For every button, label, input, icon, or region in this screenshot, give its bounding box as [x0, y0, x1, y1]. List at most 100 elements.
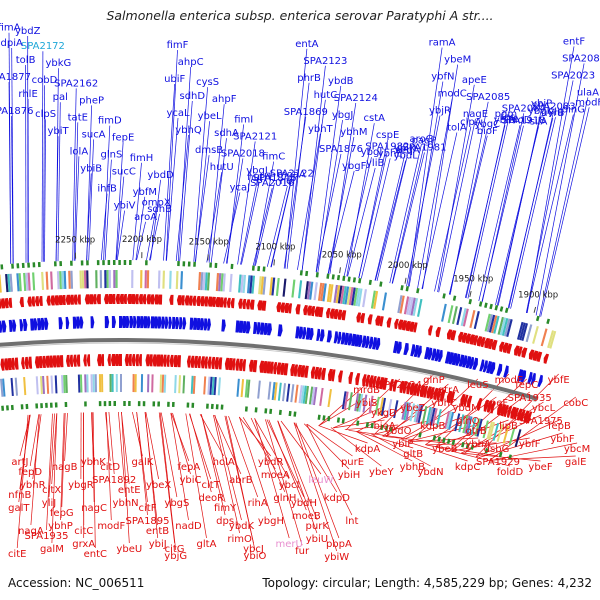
gene-label: ybdO [385, 426, 412, 437]
green-feature-mark [315, 272, 319, 278]
gene-label: SPA1975 [519, 416, 563, 427]
gene-label: nagE [463, 109, 488, 120]
gene-label: galT [8, 503, 30, 514]
gene-label: fimY [214, 503, 237, 514]
reverse-feature-arrow [27, 356, 33, 369]
gene-label: ybeU [116, 544, 142, 555]
colored-feature-block [320, 283, 325, 302]
gene-label: ybfF [519, 439, 541, 450]
reverse-feature-arrow [153, 294, 159, 305]
reverse-feature-arrow [337, 309, 343, 320]
reverse-feature-arrow [159, 354, 164, 367]
gene-label: ybfN [431, 72, 454, 83]
colored-feature-block [209, 376, 213, 395]
colored-feature-block [286, 383, 291, 402]
colored-feature-block [115, 270, 118, 289]
reverse-feature-arrow [333, 309, 339, 320]
label-connector-line [121, 411, 130, 485]
colored-feature-block [397, 295, 403, 314]
reverse-feature-arrow [310, 305, 316, 317]
green-feature-mark [461, 442, 465, 448]
gene-label: ybiH [338, 470, 361, 481]
colored-feature-block [343, 391, 349, 410]
gene-label: ybhN [113, 498, 139, 509]
colored-feature-block [294, 384, 299, 403]
reverse-feature-arrow [465, 333, 471, 344]
label-connector-line [116, 210, 125, 261]
reverse-feature-arrow [433, 387, 439, 401]
colored-feature-block [401, 401, 407, 420]
forward-feature-arrow [437, 349, 443, 363]
gene-label: dmsB [195, 145, 223, 156]
label-connector-line [238, 416, 271, 457]
label-connector-line [301, 99, 326, 271]
green-feature-mark [442, 293, 446, 299]
green-feature-mark [347, 276, 351, 282]
label-connector-line [434, 126, 472, 292]
reverse-feature-arrow [57, 295, 63, 306]
reverse-feature-arrow [8, 297, 13, 308]
colored-feature-block [413, 404, 420, 423]
colored-feature-block [492, 423, 500, 441]
green-feature-mark [342, 275, 346, 282]
gene-label: ybeZ [400, 403, 425, 414]
label-connector-line [73, 122, 79, 261]
label-connector-line [490, 442, 578, 461]
reverse-feature-arrow [19, 297, 24, 308]
label-connector-line [225, 158, 244, 264]
label-connector-line [158, 412, 175, 544]
green-feature-mark [356, 420, 360, 426]
gene-label: ybdZ [15, 26, 41, 37]
label-connector-line [250, 417, 286, 493]
colored-feature-block [460, 308, 467, 327]
label-connector-line [160, 412, 178, 498]
forward-feature-arrow [8, 319, 14, 333]
gene-label: citG [165, 544, 185, 555]
forward-feature-arrow [333, 331, 339, 344]
reverse-feature-arrow [293, 364, 299, 377]
label-connector-line [356, 431, 413, 462]
colored-feature-block [54, 375, 58, 394]
colored-feature-block [493, 315, 500, 334]
colored-feature-block [68, 270, 71, 289]
green-feature-mark [389, 426, 394, 432]
gene-label: ybiP [531, 99, 552, 110]
label-connector-line [452, 391, 530, 452]
reverse-feature-arrow [365, 374, 371, 387]
gene-label: mrdB [353, 385, 380, 396]
colored-feature-block [108, 270, 111, 289]
kbp-tick-label: 1950 kbp [453, 274, 493, 284]
colored-feature-block [65, 374, 68, 394]
gene-label: fur [295, 546, 310, 557]
label-connector-line [328, 170, 355, 274]
gene-label: ybhK [81, 457, 107, 468]
kbp-tick-marks: 1900 kbp 1950 kbp 2000 kbp 2050 kbp 2100 kbp… [55, 235, 558, 313]
colored-feature-block [220, 273, 224, 292]
green-feature-mark [484, 302, 488, 308]
gene-label: yliJ [42, 498, 56, 509]
forward-feature-arrow [150, 316, 156, 329]
colored-feature-block [109, 374, 112, 393]
reverse-feature-arrow [460, 393, 466, 407]
colored-feature-block [353, 287, 359, 306]
forward-feature-arrow [468, 356, 474, 370]
backbone-arc [0, 338, 538, 401]
reverse-feature-arrow [92, 294, 97, 305]
forward-feature-arrow [168, 316, 172, 329]
reverse-feature-arrow [169, 294, 174, 305]
gene-label: ybhB [400, 462, 426, 473]
gene-label: SPA2018 [221, 148, 265, 159]
green-feature-mark [384, 425, 389, 431]
label-connector-line [103, 125, 111, 261]
colored-feature-block [373, 290, 379, 309]
reverse-feature-arrow [269, 361, 274, 374]
gene-label: SPA2085 [466, 92, 510, 103]
gene-label: ihfB [97, 184, 117, 195]
label-connector-line [371, 433, 431, 467]
colored-feature-block [42, 375, 45, 395]
reverse-feature-arrow [476, 397, 483, 411]
reverse-feature-arrow [145, 354, 150, 367]
label-connector-line [86, 173, 92, 261]
reverse-feature-arrow [362, 374, 367, 387]
forward-feature-arrow [427, 347, 433, 360]
